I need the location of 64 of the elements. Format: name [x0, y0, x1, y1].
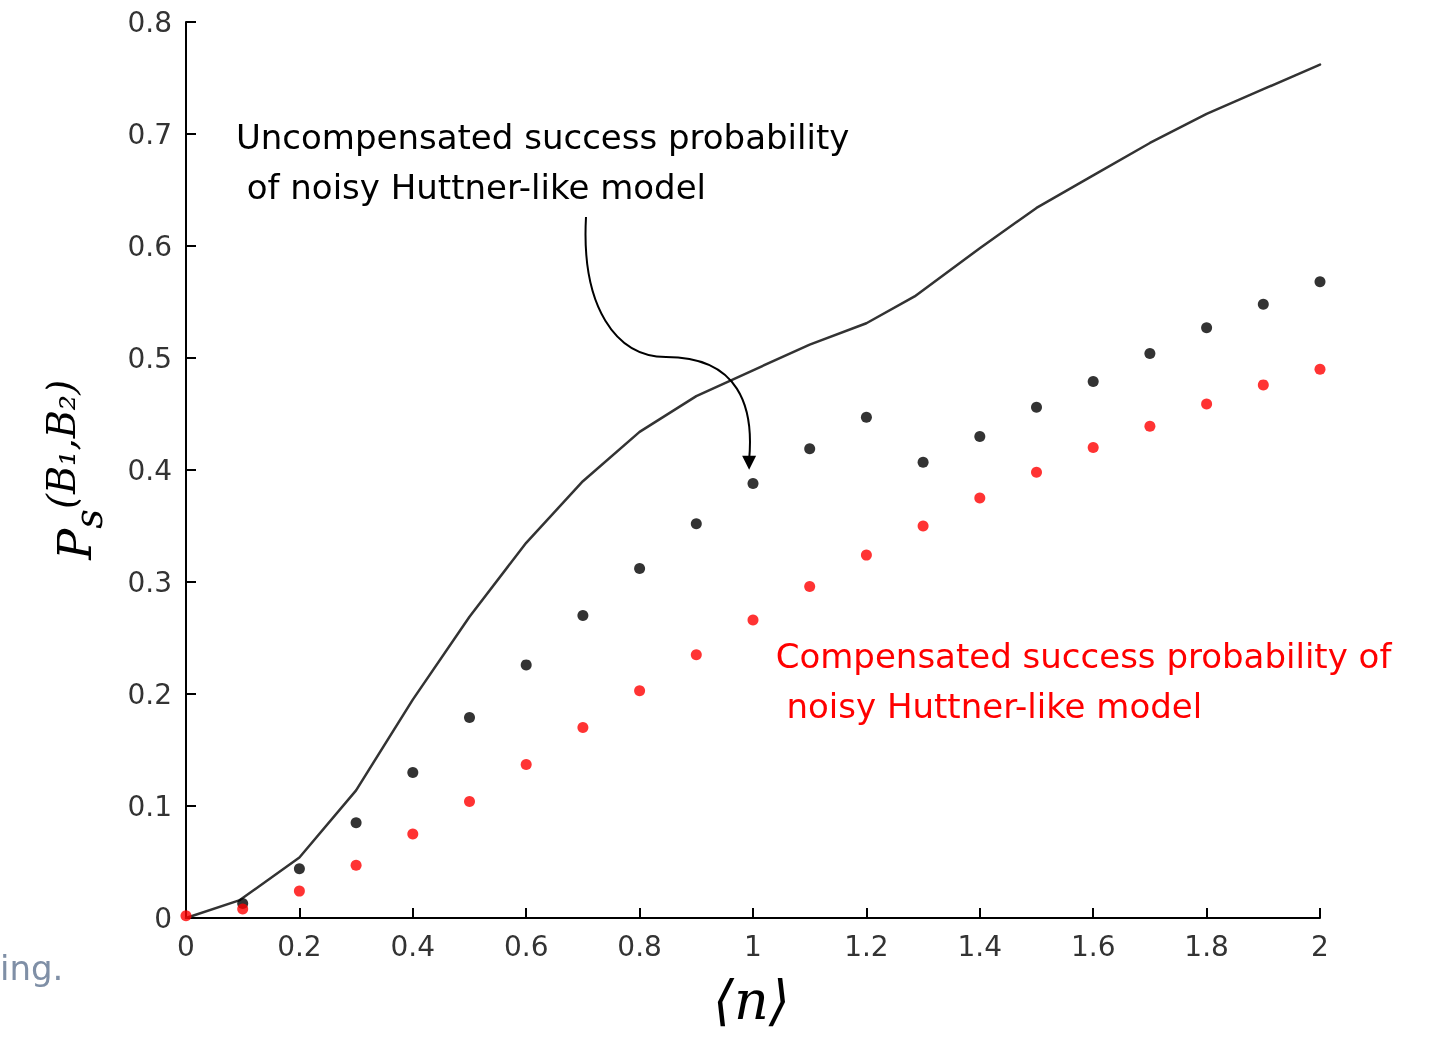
x-tick-label: 0.6	[503, 929, 549, 963]
point	[1201, 398, 1213, 410]
series-label: Compensated success probability of noisy Huttner-like model	[775, 636, 1393, 727]
y-tick-label: 0.7	[127, 117, 172, 151]
point	[350, 859, 362, 871]
x-tick-label: 1.6	[1070, 929, 1116, 963]
point	[1144, 420, 1156, 432]
x-tick-label: 1.2	[844, 929, 889, 963]
x-tick-label: 1.8	[1184, 929, 1229, 963]
point	[1314, 276, 1326, 288]
point	[860, 411, 872, 423]
point	[520, 659, 532, 671]
point	[974, 492, 986, 504]
point	[1201, 322, 1213, 334]
x-tick-label: 0.4	[390, 929, 436, 963]
point	[577, 722, 589, 734]
x-tick-label: 0.8	[617, 929, 662, 963]
point	[804, 580, 816, 592]
point	[690, 649, 702, 661]
point	[577, 610, 589, 622]
point	[860, 549, 872, 561]
point	[974, 430, 986, 442]
point	[1087, 442, 1099, 454]
point	[350, 817, 362, 829]
y-tick-label: 0	[154, 901, 172, 935]
point	[917, 456, 929, 468]
point	[1031, 401, 1042, 413]
point	[747, 614, 759, 626]
point	[1257, 379, 1269, 391]
point	[293, 863, 305, 875]
text: ing.	[0, 948, 64, 988]
point	[407, 766, 419, 778]
y-tick-label: 0.2	[127, 677, 172, 711]
y-tick-label: 0.1	[127, 789, 172, 823]
point	[1087, 376, 1099, 388]
y-tick-label: 0.5	[127, 341, 172, 375]
point	[1031, 466, 1042, 478]
point	[1257, 298, 1269, 310]
text: Uncompensated success probability of noisy Huttner-like model	[235, 116, 850, 207]
point	[690, 518, 702, 530]
point	[464, 796, 475, 808]
point	[180, 910, 192, 922]
y-tick-label: 0.3	[127, 565, 172, 599]
y-tick-label: 0.4	[127, 453, 172, 487]
point	[747, 477, 759, 489]
point	[1314, 363, 1326, 375]
x-tick-label: 1	[744, 929, 762, 963]
x-tick-label: 2	[1311, 929, 1329, 963]
x-axis-title: ⟨n⟩	[713, 968, 790, 1032]
point	[634, 563, 646, 575]
point	[634, 685, 646, 697]
point	[407, 828, 419, 840]
x-tick-label: 0.2	[277, 929, 322, 963]
point	[237, 903, 249, 915]
point	[1144, 348, 1156, 360]
point	[917, 520, 929, 532]
x-tick-label: 1.4	[957, 929, 1003, 963]
x-tick-label: 0	[177, 929, 195, 963]
y-tick-label: 0.6	[127, 229, 172, 263]
y-tick-label: 0.8	[127, 5, 172, 39]
point	[804, 443, 816, 455]
point	[464, 712, 475, 724]
point	[520, 759, 532, 771]
point	[293, 885, 305, 897]
